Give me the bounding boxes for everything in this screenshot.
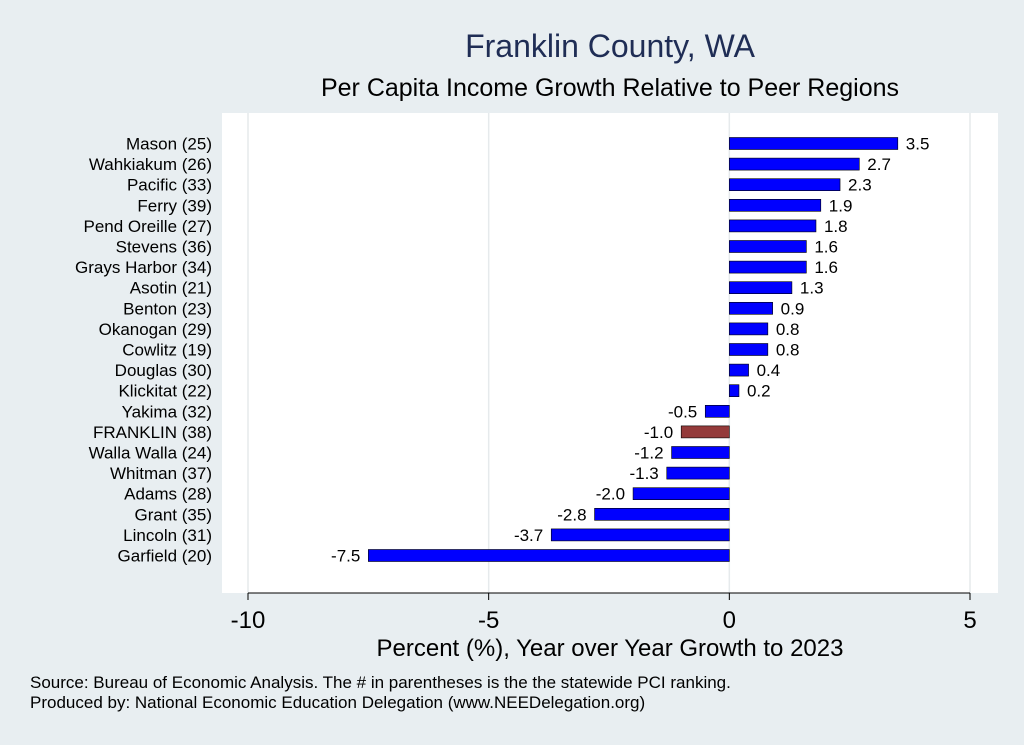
- bar: [729, 301, 773, 315]
- bar: [729, 260, 807, 274]
- category-label: Douglas (30): [115, 361, 212, 380]
- bar: [729, 240, 807, 253]
- category-label: Lincoln (31): [123, 526, 212, 545]
- bar: [729, 157, 860, 171]
- bar: [729, 178, 841, 191]
- value-label: 0.2: [747, 382, 771, 401]
- category-label: Walla Walla (24): [89, 444, 212, 463]
- category-label: FRANKLIN (38): [93, 423, 212, 442]
- value-labels: 3.52.72.31.91.81.61.61.30.90.80.80.40.2-…: [331, 135, 929, 566]
- category-label: Asotin (21): [130, 279, 212, 298]
- x-tick-label: -10: [231, 607, 266, 634]
- value-label: -3.7: [514, 526, 543, 545]
- value-label: 2.7: [867, 155, 891, 174]
- value-label: 1.3: [800, 279, 824, 298]
- value-label: 1.8: [824, 217, 848, 236]
- value-label: -1.3: [629, 464, 658, 483]
- bar: [550, 528, 730, 542]
- value-label: -2.0: [596, 485, 625, 504]
- bar: [666, 466, 730, 480]
- value-label: 1.6: [814, 258, 838, 277]
- bars: [368, 137, 899, 562]
- x-axis-title: Percent (%), Year over Year Growth to 20…: [377, 635, 844, 662]
- value-label: 0.9: [781, 299, 805, 318]
- category-label: Whitman (37): [110, 464, 212, 483]
- chart-subtitle: Per Capita Income Growth Relative to Pee…: [320, 74, 900, 102]
- chart-title: Franklin County, WA: [465, 28, 755, 64]
- bar: [729, 322, 769, 336]
- category-label: Grays Harbor (34): [75, 258, 212, 277]
- category-label: Klickitat (22): [118, 382, 212, 401]
- value-label: 1.9: [829, 196, 853, 215]
- value-label: -1.2: [634, 444, 663, 463]
- bar: [729, 343, 769, 356]
- category-label: Benton (23): [123, 299, 212, 318]
- category-label: Mason (25): [126, 135, 212, 154]
- value-label: 1.6: [814, 238, 838, 257]
- bar: [632, 487, 730, 501]
- category-label: Wahkiakum (26): [89, 155, 212, 174]
- category-label: Adams (28): [124, 485, 212, 504]
- bar: [368, 549, 730, 562]
- category-label: Cowlitz (19): [122, 341, 212, 360]
- bar: [729, 137, 899, 150]
- value-label: 0.8: [776, 341, 800, 360]
- value-label: -2.8: [557, 505, 586, 524]
- category-label: Okanogan (29): [99, 320, 212, 339]
- value-label: 0.8: [776, 320, 800, 339]
- value-label: 2.3: [848, 176, 872, 195]
- x-axis: -10 -5 0 5: [231, 592, 977, 634]
- category-label: Yakima (32): [122, 402, 212, 421]
- x-tick-label: 0: [723, 607, 736, 634]
- x-tick-label: -5: [478, 607, 499, 634]
- bar: [729, 219, 817, 233]
- value-label: 0.4: [757, 361, 781, 380]
- value-label: 3.5: [906, 135, 930, 154]
- plot-area: [222, 113, 998, 593]
- bar: [704, 404, 730, 418]
- bar: [594, 507, 730, 521]
- category-label: Garfield (20): [118, 547, 212, 566]
- category-label: Grant (35): [135, 505, 212, 524]
- category-label: Ferry (39): [137, 196, 212, 215]
- x-tick-label: 5: [963, 607, 976, 634]
- value-label: -0.5: [668, 402, 697, 421]
- category-label: Stevens (36): [116, 238, 212, 257]
- value-label: -7.5: [331, 547, 360, 566]
- producer-note: Produced by: National Economic Education…: [30, 693, 646, 712]
- value-label: -1.0: [644, 423, 673, 442]
- bar: [729, 199, 822, 212]
- category-label: Pacific (33): [127, 176, 212, 195]
- category-labels: Mason (25)Wahkiakum (26) Pacific (33)Ferr…: [75, 135, 212, 566]
- bar: [671, 446, 730, 459]
- bar: [729, 384, 740, 398]
- source-note: Source: Bureau of Economic Analysis. The…: [30, 673, 731, 692]
- bar-highlighted: [680, 425, 730, 439]
- category-label: Pend Oreille (27): [83, 217, 212, 236]
- bar: [729, 281, 793, 295]
- bar: [729, 363, 749, 377]
